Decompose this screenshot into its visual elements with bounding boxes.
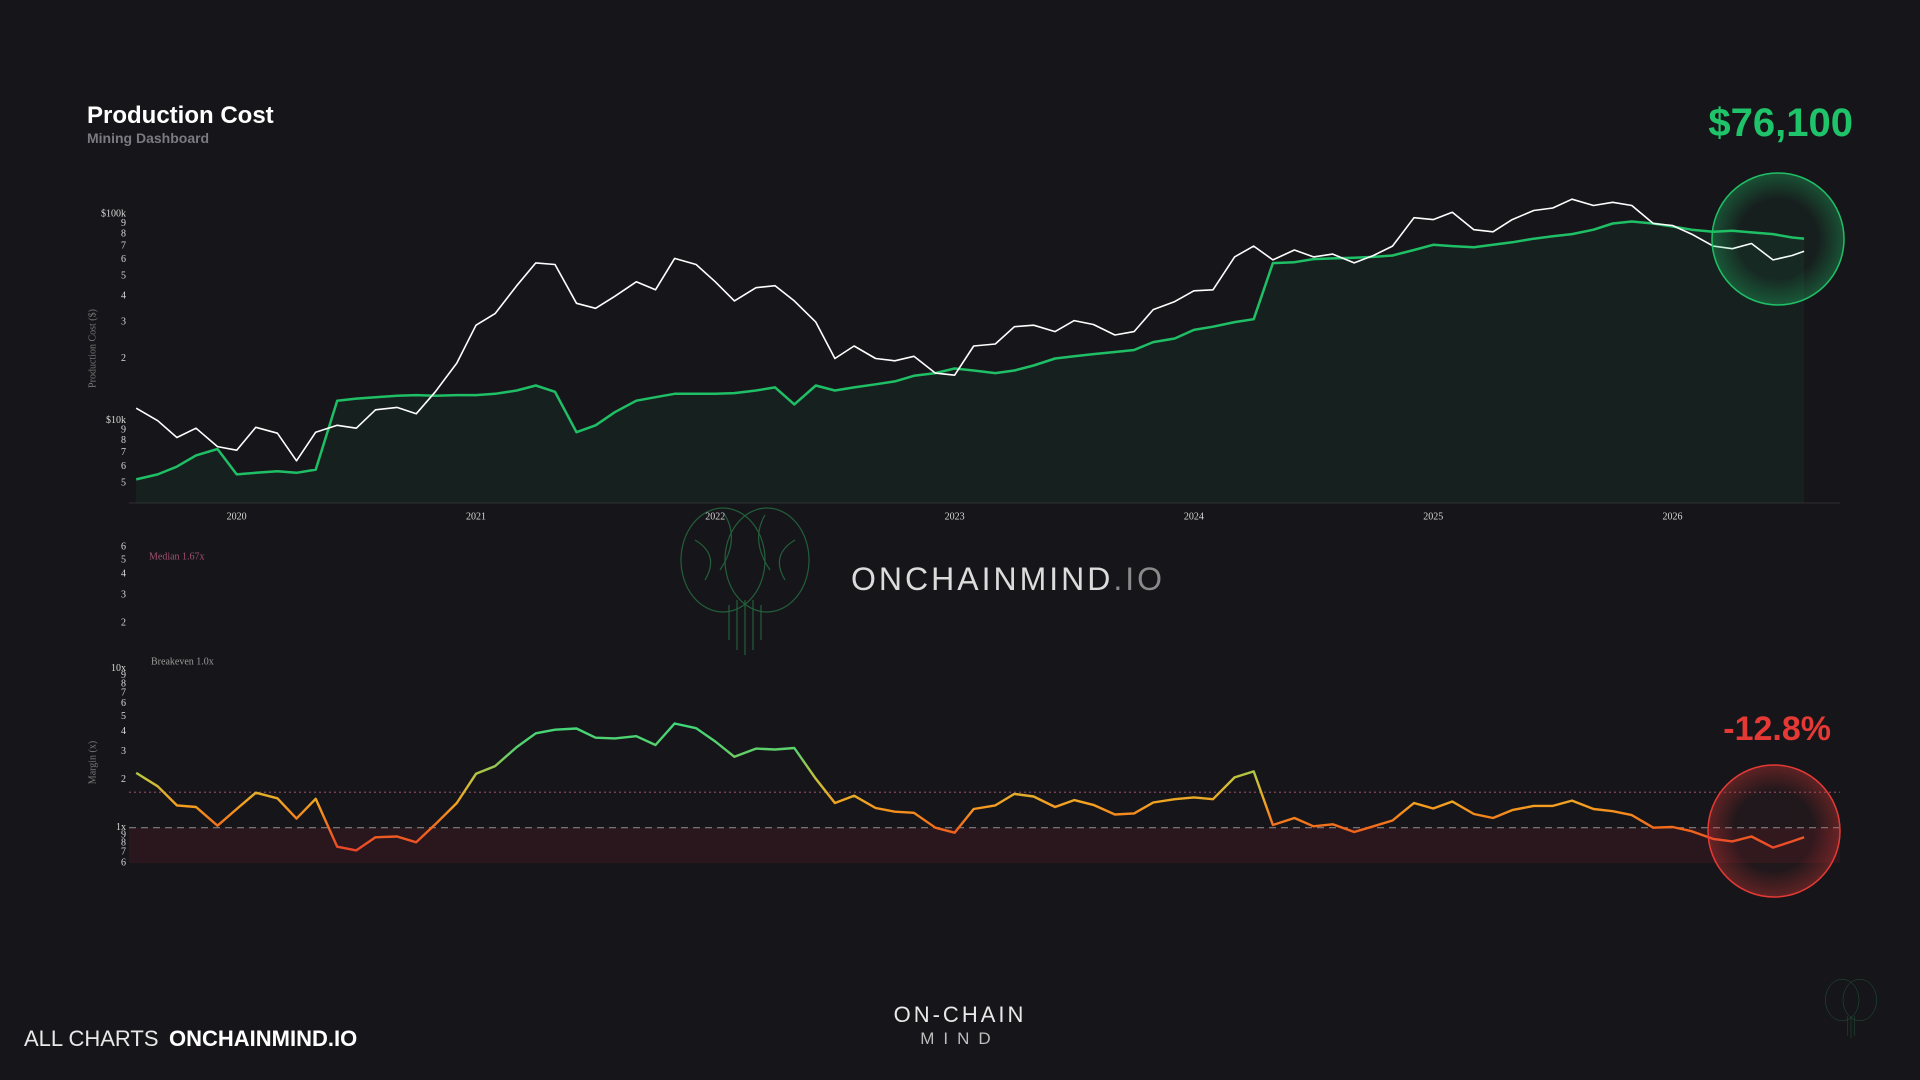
cost-line: [135, 220, 1805, 481]
ghost-tick-label: 3: [121, 589, 126, 600]
chart-subtitle: Mining Dashboard: [87, 130, 209, 146]
y-tick-label: 5: [121, 477, 126, 488]
y-tick-label: 7: [121, 688, 126, 699]
margin-line: [135, 722, 1805, 852]
x-tick-label: 2021: [466, 511, 486, 522]
ghost-tick-label: 6: [121, 541, 126, 552]
y-tick-label: 4: [121, 291, 126, 302]
y-tick-label: 6: [121, 698, 126, 709]
y-tick-label: 10x: [111, 663, 126, 674]
price-line: [135, 198, 1805, 462]
y-tick-label: 9: [121, 670, 126, 681]
y-axis-label: Production Cost ($): [87, 309, 98, 388]
x-tick-label: 2022: [705, 511, 725, 522]
reference-label: Breakeven 1.0x: [151, 656, 214, 667]
y-tick-label: 4: [121, 726, 126, 737]
highlight-circle: [1711, 172, 1845, 306]
highlight-circle: [1707, 764, 1841, 898]
y-tick-label: 8: [121, 678, 126, 689]
watermark-name: ONCHAINMIND: [851, 561, 1113, 597]
x-tick-label: 2020: [227, 511, 247, 522]
watermark-suffix: .IO: [1113, 561, 1165, 597]
y-tick-label: 8: [121, 228, 126, 239]
y-tick-label: 9: [121, 829, 126, 840]
below-breakeven-band: [129, 827, 1840, 863]
y-tick-label: 2: [121, 774, 126, 785]
y-tick-label: 7: [121, 847, 126, 858]
y-tick-label: $10k: [106, 415, 126, 426]
logo-top: ON-CHAIN: [894, 1002, 1027, 1027]
x-tick-label: 2025: [1423, 511, 1443, 522]
watermark-text: ONCHAINMIND.IO: [851, 561, 1165, 597]
x-tick-label: 2024: [1184, 511, 1204, 522]
y-tick-label: 1x: [116, 822, 126, 833]
footer-link[interactable]: ONCHAINMIND.IO: [169, 1026, 357, 1051]
chart-title: Production Cost: [87, 102, 274, 129]
y-tick-label: 2: [121, 353, 126, 364]
y-tick-label: 9: [121, 218, 126, 229]
y-tick-label: 5: [121, 271, 126, 282]
ghost-tick-label: 4: [121, 568, 126, 579]
y-tick-label: 5: [121, 711, 126, 722]
y-tick-label: 3: [121, 746, 126, 757]
margin-annotation: -12.8%: [1723, 710, 1831, 748]
price-annotation: $76,100: [1708, 101, 1853, 145]
y-tick-label: 8: [121, 435, 126, 446]
y-tick-label: 7: [121, 447, 126, 458]
y-tick-label: 6: [121, 461, 126, 472]
y-tick-label: 9: [121, 424, 126, 435]
logo-bottom: MIND: [920, 1029, 999, 1048]
x-tick-label: 2023: [945, 511, 965, 522]
y-tick-label: 8: [121, 837, 126, 848]
ghost-tick-label: 5: [121, 554, 126, 565]
y-axis-label: Margin (x): [87, 741, 98, 784]
cost-area: [136, 221, 1805, 503]
y-tick-label: 6: [121, 254, 126, 265]
y-tick-label: $100k: [101, 208, 126, 219]
watermark-icon: [680, 507, 810, 655]
y-tick-label: 7: [121, 240, 126, 251]
y-tick-label: 3: [121, 316, 126, 327]
ghost-tick-label: 2: [121, 617, 126, 628]
footer-left: ALL CHARTS: [24, 1026, 159, 1051]
reference-label: Median 1.67x: [149, 551, 205, 562]
y-tick-label: 6: [121, 857, 126, 868]
footer-icon: [1825, 978, 1877, 1039]
x-tick-label: 2026: [1662, 511, 1682, 522]
